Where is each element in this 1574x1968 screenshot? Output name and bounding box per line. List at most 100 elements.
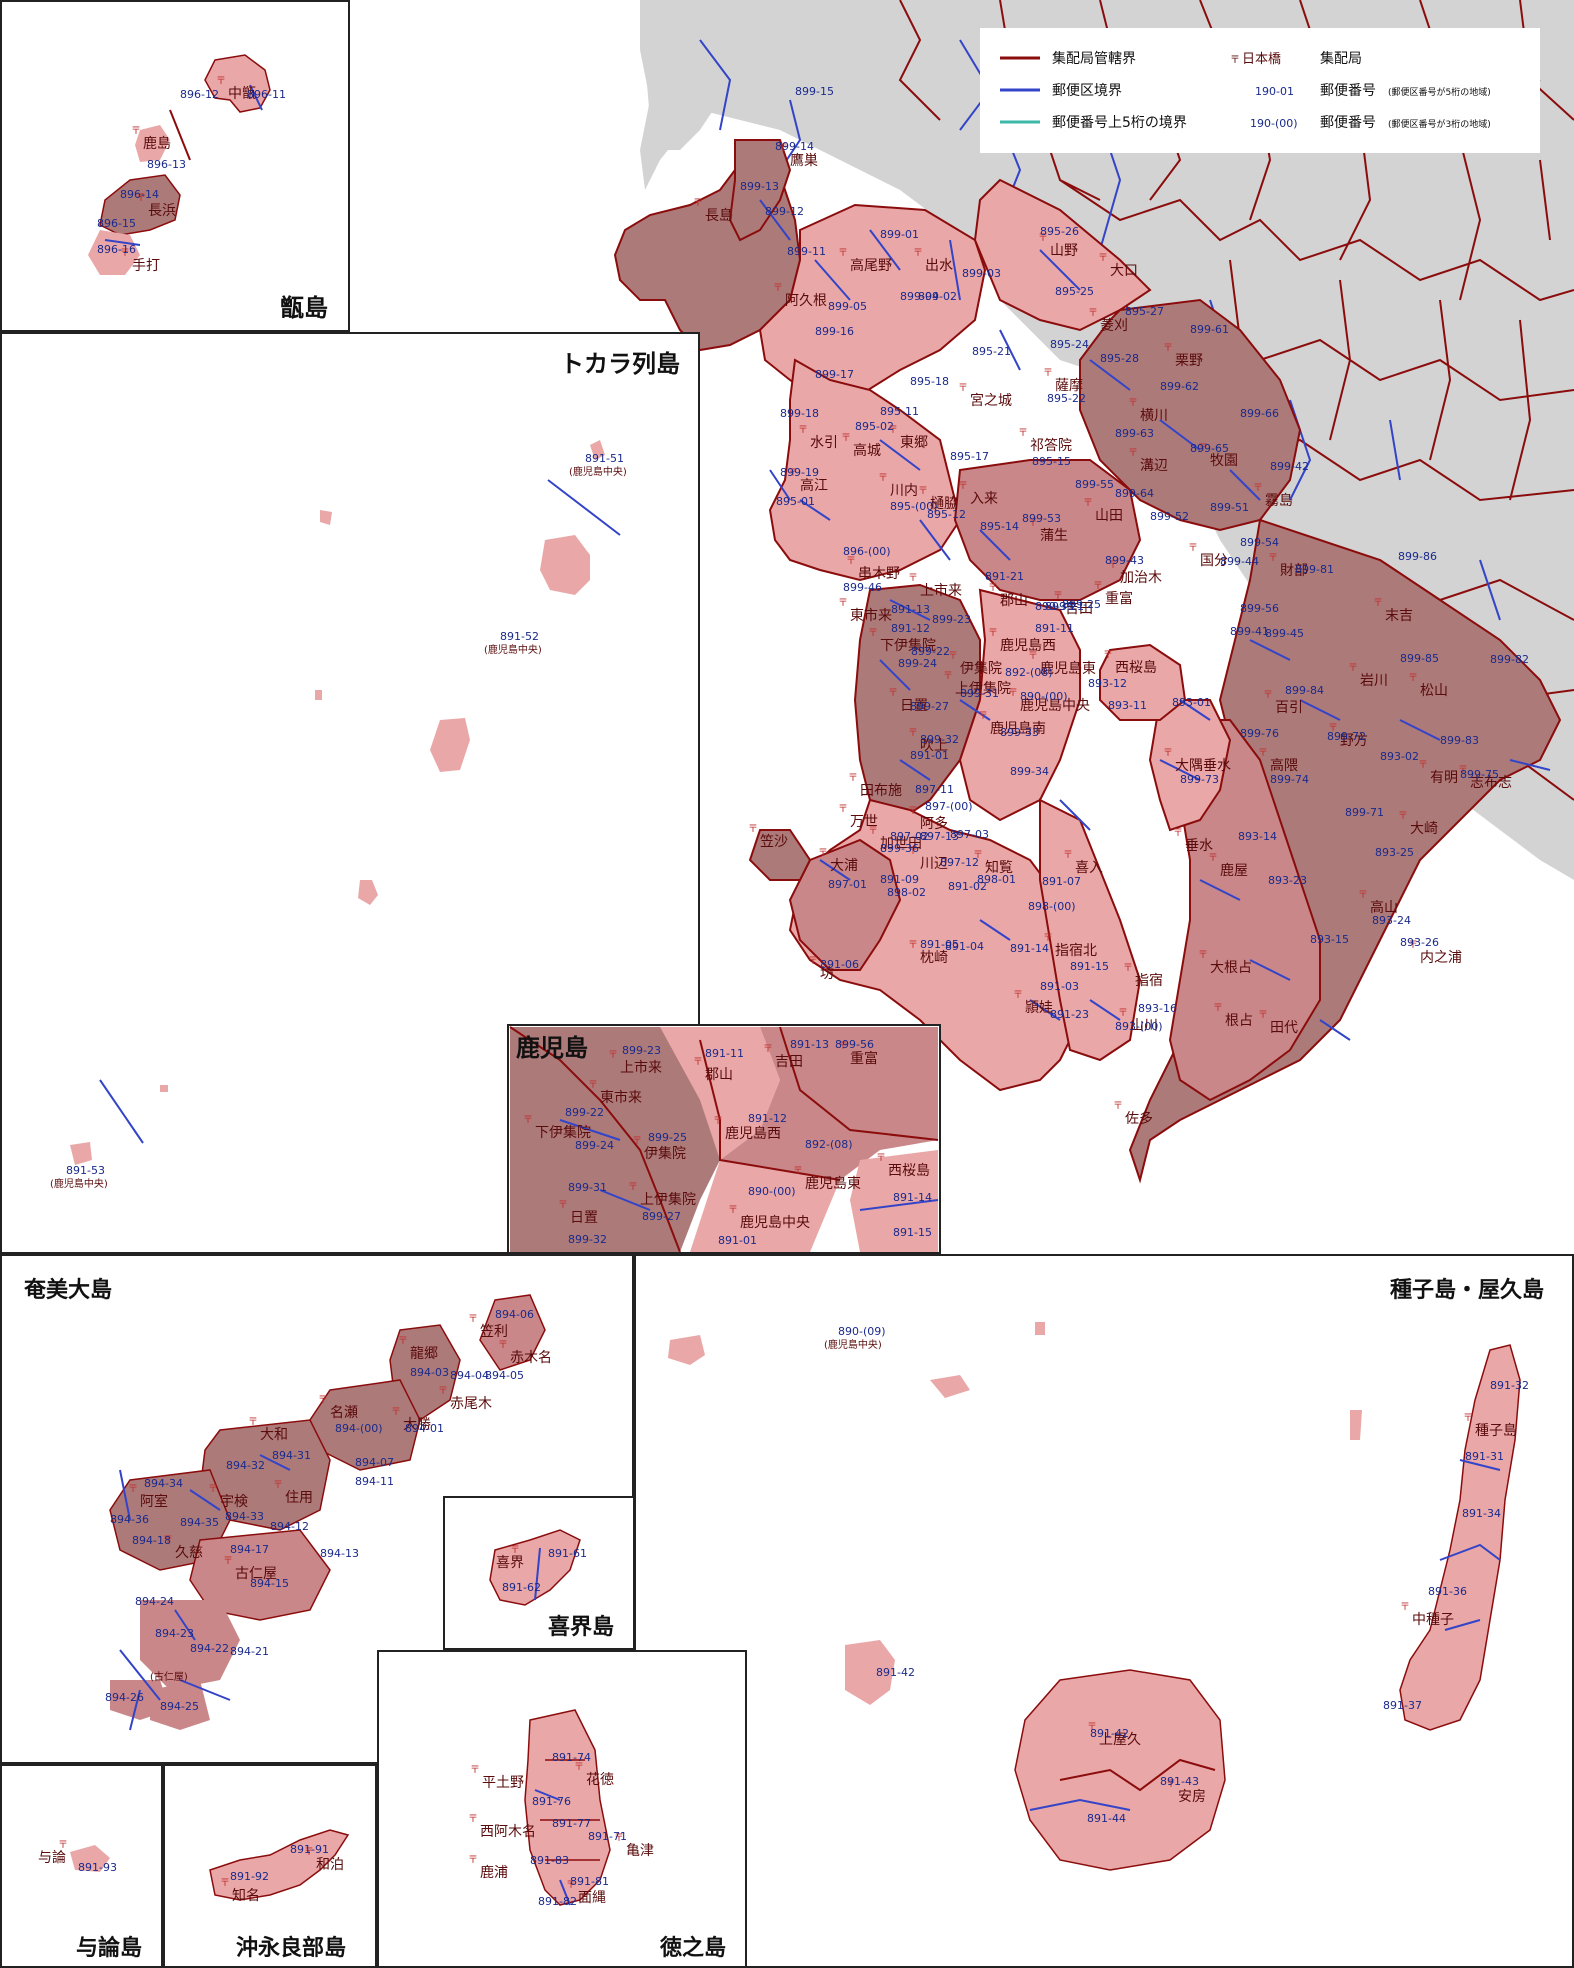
postal-code-label: 899-65 [1190, 442, 1229, 455]
postal-code-label: 891-03 [1040, 980, 1079, 993]
postal-area-note: (鹿児島中央) [569, 465, 627, 478]
office-label: 与論 [38, 1850, 66, 1866]
postal-area-note: (古仁屋) [150, 1670, 188, 1683]
postal-code-label: 899-43 [1105, 554, 1144, 567]
legend-code5-note: (郵便区番号が5桁の地域) [1388, 86, 1491, 98]
post-office-marker-icon: 〒 [1348, 663, 1358, 674]
postal-code-label: 894-06 [495, 1308, 534, 1321]
postal-code-label: 899-05 [828, 300, 867, 313]
office-label: 種子島 [1475, 1423, 1517, 1439]
postal-code-label: 899-64 [1115, 487, 1154, 500]
postal-code-label: 891-91 [290, 1843, 329, 1856]
postal-code-label: 899-04 [900, 290, 939, 303]
postal-code-label: 899-36 [880, 842, 919, 855]
postal-code-label: 899-46 [843, 581, 882, 594]
office-label: 霧島 [1265, 493, 1293, 509]
postal-code-label: 899-66 [1240, 407, 1279, 420]
post-office-marker-icon: 〒 [1458, 765, 1468, 776]
post-office-marker-icon: 〒 [1103, 650, 1113, 661]
office-label: 長島 [705, 208, 733, 224]
office-label: 龍郷 [410, 1345, 438, 1362]
post-office-marker-icon: 〒 [216, 76, 226, 87]
postal-code-label: 891-76 [532, 1795, 571, 1808]
post-office-marker-icon: 〒 [523, 1115, 533, 1126]
post-office-marker-icon: 〒 [558, 1200, 568, 1211]
post-office-marker-icon: 〒 [318, 1395, 328, 1406]
legend-code3-note: (郵便区番号が3桁の地域) [1388, 118, 1491, 130]
delivery-boundaries [759, 199, 1551, 1041]
office-label: 祁答院 [1030, 437, 1072, 454]
postal-code-label: 899-81 [1295, 563, 1334, 576]
postal-code-label: 895-14 [980, 520, 1019, 533]
postal-code-label: 891-37 [1383, 1699, 1422, 1712]
post-office-marker-icon: 〒 [888, 688, 898, 699]
postal-code-label: 892-(08) [1005, 666, 1053, 679]
postal-code-label: 899-75 [1460, 768, 1499, 781]
postal-code-label: 899-01 [880, 228, 919, 241]
postal-code-label: 893-12 [1088, 677, 1127, 690]
post-office-marker-icon: 〒 [208, 1484, 218, 1495]
post-office-marker-icon: 〒 [608, 1050, 618, 1061]
postal-code-label: 893-02 [1380, 750, 1419, 763]
postal-code-label: 891-13 [790, 1038, 829, 1051]
postal-code-label: 891-13 [891, 603, 930, 616]
office-label: 郡山 [705, 1067, 733, 1083]
post-office-marker-icon: 〒 [1128, 448, 1138, 459]
post-office-marker-icon: 〒 [728, 1205, 738, 1216]
office-label: 鹿児島西 [1000, 637, 1056, 654]
postal-code-label: 891-32 [1490, 1379, 1529, 1392]
office-label: 大口 [1110, 263, 1138, 279]
postal-area-note: (鹿児島中央) [824, 1338, 882, 1351]
post-office-marker-icon: 〒 [988, 628, 998, 639]
panel-tokunoshima: 徳之島 〒平土野〒花徳〒西阿木名 〒亀津〒鹿浦〒面縄891-74891-76891… [377, 1650, 747, 1968]
postal-code-label: 896-12 [180, 88, 219, 101]
office-label: 山野 [1050, 243, 1078, 259]
office-label: 指宿北 [1055, 942, 1097, 959]
postal-code-label: 894-26 [105, 1691, 144, 1704]
office-label: 佐多 [1125, 1110, 1153, 1127]
post-office-marker-icon: 〒 [693, 198, 703, 209]
postal-code-label: 899-62 [1160, 380, 1199, 393]
office-label: 上屋久 [1099, 1732, 1141, 1748]
postal-code-label: 899-63 [1115, 427, 1154, 440]
post-office-marker-icon: 〒 [868, 628, 878, 639]
post-office-marker-icon: 〒 [818, 848, 828, 859]
postal-code-label: 893-25 [1375, 846, 1414, 859]
office-label: 赤尾木 [450, 1396, 492, 1412]
post-office-marker-icon: 〒 [848, 773, 858, 784]
post-office-marker-icon: 〒 [1400, 1602, 1410, 1613]
office-label: 安房 [1178, 1789, 1206, 1805]
office-label: 高山 [1370, 899, 1398, 916]
post-office-marker-icon: 〒 [1373, 598, 1383, 609]
postal-code-label: 895-26 [1040, 225, 1079, 238]
postal-code-label: 891-36 [1428, 1585, 1467, 1598]
office-label: 伊集院 [960, 660, 1002, 677]
panel-title-amami: 奄美大島 [23, 1277, 112, 1303]
postal-code-label: 899-18 [780, 407, 819, 420]
postal-code-label: 899-85 [1400, 652, 1439, 665]
postal-code-label: 891-53 [66, 1164, 105, 1177]
postal-code-label: 899-23 [932, 613, 971, 626]
office-label: 鹿児島東 [805, 1175, 861, 1192]
office-label: 東市来 [850, 607, 892, 624]
postal-code-label: 895-(00) [890, 500, 938, 513]
office-label: 川内 [890, 483, 918, 499]
office-label: 大浦 [830, 858, 858, 874]
post-office-marker-icon: 〒 [913, 248, 923, 259]
postal-code-label: 894-23 [155, 1627, 194, 1640]
office-label: 古仁屋 [235, 1566, 277, 1582]
postal-code-label: 899-32 [568, 1233, 607, 1246]
office-label: 平土野 [482, 1775, 524, 1791]
post-office-marker-icon: 〒 [1043, 368, 1053, 379]
office-label: 宮之城 [970, 393, 1012, 409]
post-office-marker-icon: 〒 [878, 473, 888, 484]
post-office-marker-icon: 〒 [1128, 398, 1138, 409]
postal-code-label: 894-32 [226, 1459, 265, 1472]
office-label: 坊 [820, 966, 834, 982]
post-office-marker-icon: 〒 [1208, 853, 1218, 864]
office-label: 住用 [285, 1490, 313, 1506]
postal-code-label: 899-15 [795, 85, 834, 98]
postal-code-label: 891-12 [748, 1112, 787, 1125]
postal-code-label: 899-51 [1210, 501, 1249, 514]
postal-code-label: 899-31 [960, 687, 999, 700]
